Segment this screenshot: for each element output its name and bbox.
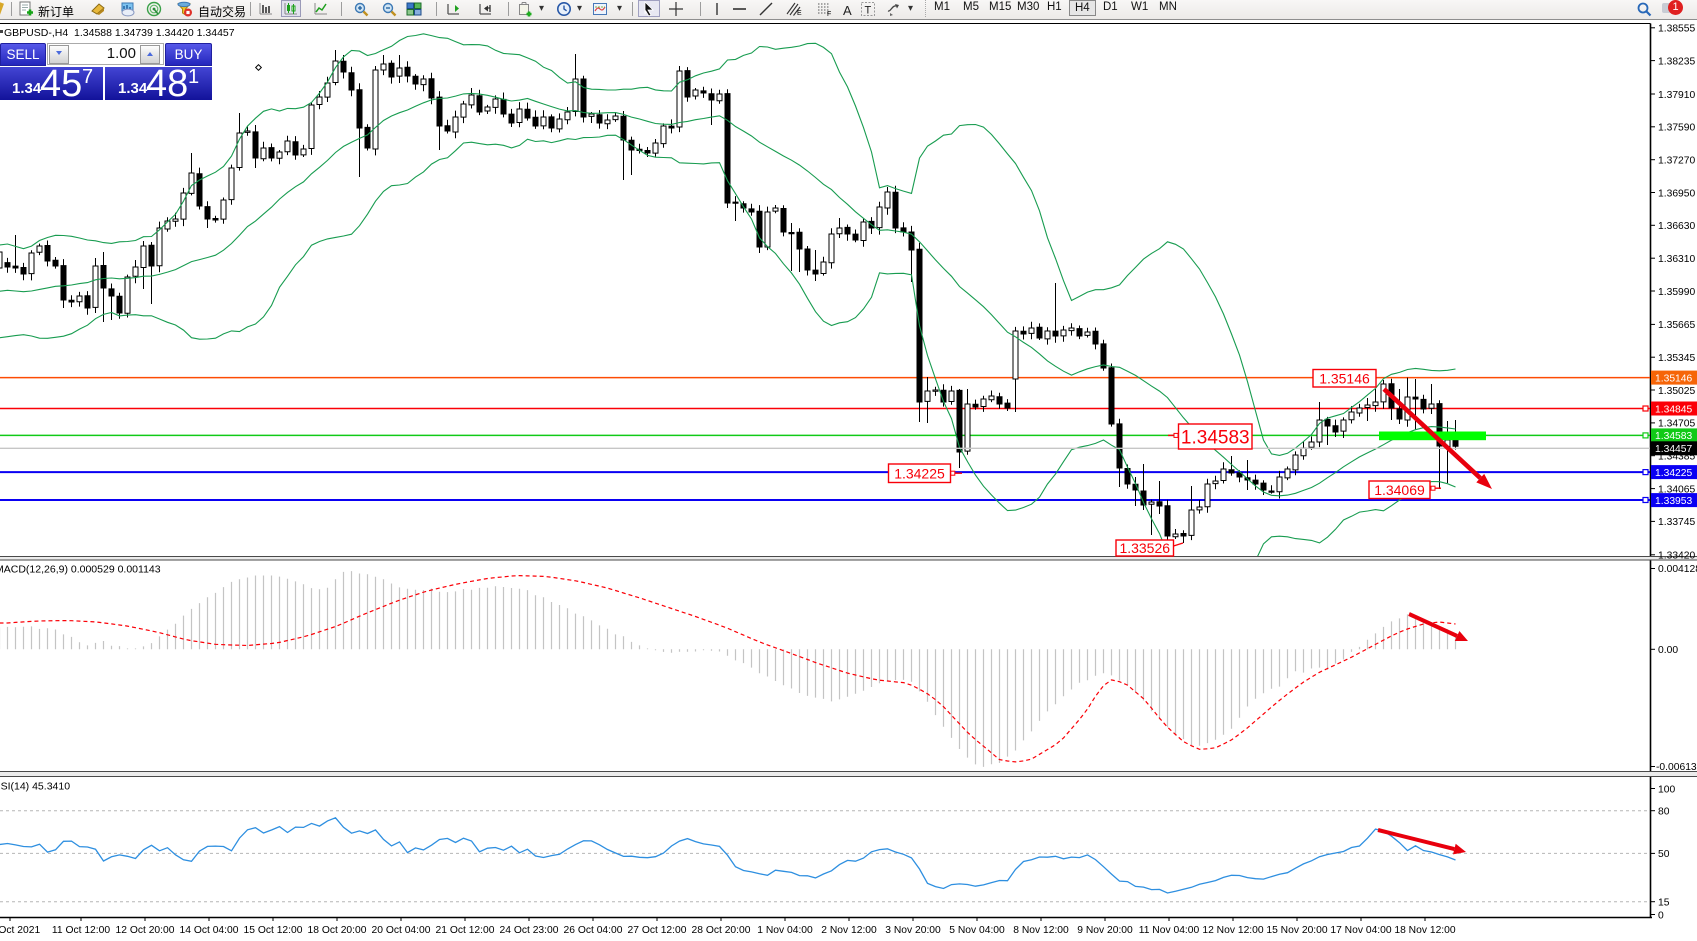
svg-text:9 Nov 20:00: 9 Nov 20:00 — [1077, 925, 1133, 936]
svg-text:1.37270: 1.37270 — [1658, 156, 1695, 167]
svg-text:12 Nov 12:00: 12 Nov 12:00 — [1202, 925, 1264, 936]
svg-text:15: 15 — [1658, 898, 1670, 909]
svg-text:15 Nov 20:00: 15 Nov 20:00 — [1266, 925, 1328, 936]
svg-text:1 Nov 04:00: 1 Nov 04:00 — [757, 925, 813, 936]
svg-text:1.34583: 1.34583 — [1655, 431, 1692, 442]
svg-text:26 Oct 04:00: 26 Oct 04:00 — [564, 925, 623, 936]
svg-text:1.36310: 1.36310 — [1658, 254, 1695, 265]
svg-text:0.00: 0.00 — [1658, 645, 1678, 656]
svg-text:MACD(12,26,9) 0.000529 0.00114: MACD(12,26,9) 0.000529 0.001143 — [0, 564, 161, 576]
svg-text:28 Oct 20:00: 28 Oct 20:00 — [692, 925, 751, 936]
svg-text:27 Oct 12:00: 27 Oct 12:00 — [628, 925, 687, 936]
svg-text:1.34457: 1.34457 — [1655, 444, 1692, 455]
svg-text:20 Oct 04:00: 20 Oct 04:00 — [372, 925, 431, 936]
svg-text:-0.006132: -0.006132 — [1656, 762, 1697, 773]
svg-text:1.36950: 1.36950 — [1658, 188, 1695, 199]
svg-text:1.35345: 1.35345 — [1658, 353, 1695, 364]
svg-text:21 Oct 12:00: 21 Oct 12:00 — [436, 925, 495, 936]
svg-text:1.36630: 1.36630 — [1658, 221, 1695, 232]
svg-text:1.33420: 1.33420 — [1658, 551, 1695, 562]
svg-text:1.34225: 1.34225 — [894, 465, 945, 481]
svg-text:RSI(14) 45.3410: RSI(14) 45.3410 — [0, 781, 70, 793]
svg-text:11 Oct 12:00: 11 Oct 12:00 — [52, 925, 110, 936]
svg-text:1.34705: 1.34705 — [1658, 419, 1695, 430]
svg-text:1.35146: 1.35146 — [1319, 370, 1370, 386]
svg-text:0: 0 — [1658, 910, 1664, 921]
svg-text:1.33953: 1.33953 — [1655, 496, 1692, 507]
svg-text:1.35665: 1.35665 — [1658, 320, 1695, 331]
svg-text:3 Nov 20:00: 3 Nov 20:00 — [885, 925, 941, 936]
svg-text:1.37910: 1.37910 — [1658, 90, 1695, 101]
svg-text:14 Oct 04:00: 14 Oct 04:00 — [180, 925, 239, 936]
svg-text:2 Nov 12:00: 2 Nov 12:00 — [821, 925, 877, 936]
svg-text:8 Nov 12:00: 8 Nov 12:00 — [1013, 925, 1069, 936]
svg-text:100: 100 — [1658, 784, 1675, 795]
svg-text:F: F — [827, 11, 831, 17]
svg-text:5 Nov 04:00: 5 Nov 04:00 — [949, 925, 1005, 936]
svg-text:18 Oct 20:00: 18 Oct 20:00 — [308, 925, 367, 936]
svg-text:17 Nov 04:00: 17 Nov 04:00 — [1330, 925, 1392, 936]
svg-text:1.37590: 1.37590 — [1658, 123, 1695, 134]
svg-text:1.34065: 1.34065 — [1658, 484, 1695, 495]
svg-text:1.38555: 1.38555 — [1658, 24, 1695, 35]
svg-text:0.004128: 0.004128 — [1658, 564, 1697, 575]
svg-text:1.34583: 1.34583 — [1181, 427, 1250, 448]
svg-text:E: E — [797, 10, 802, 17]
svg-text:12 Oct 20:00: 12 Oct 20:00 — [116, 925, 175, 936]
svg-text:1.35146: 1.35146 — [1655, 373, 1692, 384]
svg-text:1.34845: 1.34845 — [1655, 404, 1692, 415]
svg-text:50: 50 — [1658, 849, 1670, 860]
svg-text:T: T — [865, 5, 872, 17]
svg-text:1.34069: 1.34069 — [1374, 482, 1425, 498]
svg-text:1.35990: 1.35990 — [1658, 287, 1695, 298]
svg-text:1.34385: 1.34385 — [1658, 452, 1695, 463]
svg-text:11 Nov 04:00: 11 Nov 04:00 — [1139, 925, 1200, 936]
svg-text:1.33745: 1.33745 — [1658, 517, 1695, 528]
svg-text:1.35025: 1.35025 — [1658, 386, 1695, 397]
svg-text:4 Oct 2021: 4 Oct 2021 — [0, 925, 40, 936]
svg-text:80: 80 — [1658, 807, 1670, 818]
svg-text:24 Oct 23:00: 24 Oct 23:00 — [500, 925, 559, 936]
svg-text:1.38235: 1.38235 — [1658, 56, 1695, 67]
svg-text:18 Nov 12:00: 18 Nov 12:00 — [1394, 925, 1456, 936]
svg-text:15 Oct 12:00: 15 Oct 12:00 — [244, 925, 303, 936]
svg-text:1.33526: 1.33526 — [1119, 540, 1170, 556]
svg-text:1.34225: 1.34225 — [1655, 468, 1692, 479]
